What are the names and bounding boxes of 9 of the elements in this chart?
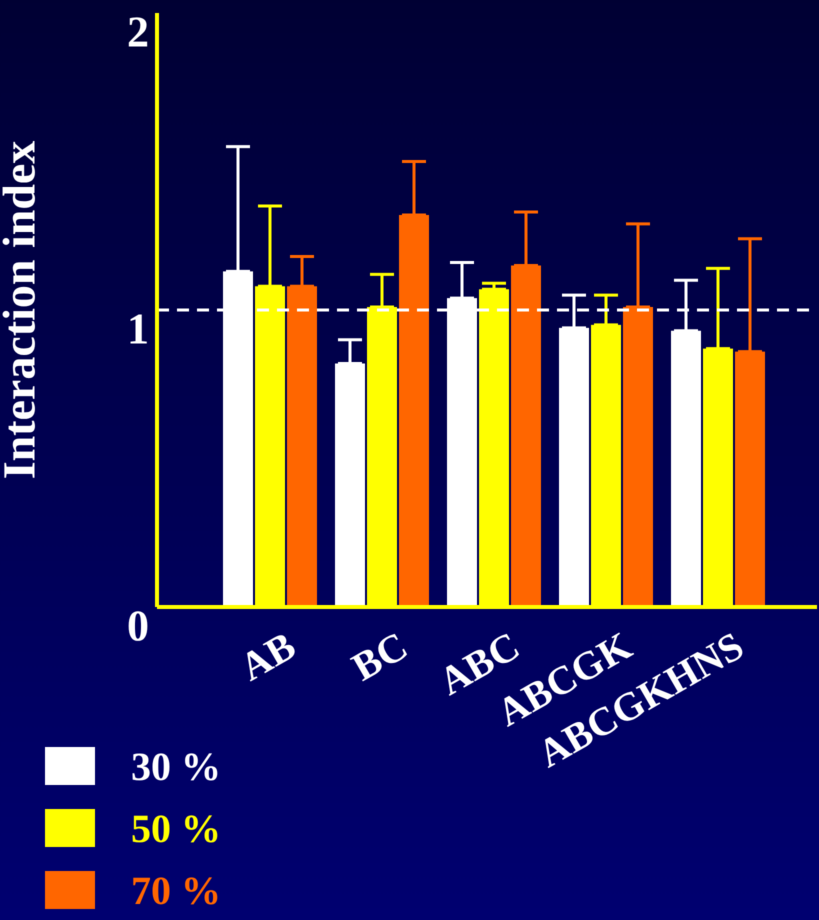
legend-label: 50 % [131, 804, 221, 852]
y-tick-label: 1 [127, 304, 149, 354]
y-tick-label: 2 [127, 8, 149, 57]
legend-label: 70 % [131, 866, 221, 914]
y-tick-label: 0 [127, 602, 149, 651]
legend-label: 30 % [131, 742, 221, 790]
x-tick-label: AB [232, 622, 303, 690]
y-axis-title: Interaction index [0, 140, 44, 480]
x-tick-label: BC [344, 622, 415, 690]
